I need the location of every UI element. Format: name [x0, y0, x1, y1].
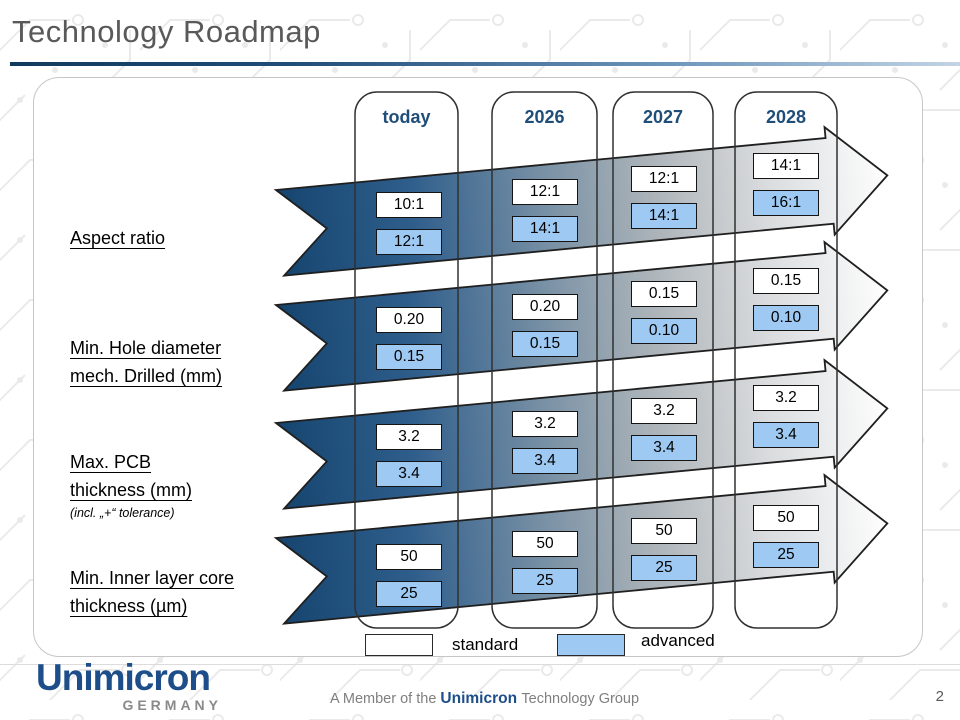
column-outline-2026 [491, 91, 598, 629]
value-box-standard-row4-col4: 50 [753, 505, 819, 531]
value-box-advanced-row2-col2: 0.15 [512, 331, 578, 357]
value-box-advanced-row2-col4: 0.10 [753, 305, 819, 331]
value-box-advanced-row4-col3: 25 [631, 555, 697, 581]
value-box-advanced-row1-col2: 14:1 [512, 216, 578, 242]
value-box-standard-row1-col4: 14:1 [753, 153, 819, 179]
value-box-advanced-row2-col1: 0.15 [376, 344, 442, 370]
value-box-advanced-row1-col4: 16:1 [753, 190, 819, 216]
column-header-2028: 2028 [765, 106, 807, 127]
member-prefix: A Member of the [330, 691, 437, 707]
row-label-aspect-ratio: Aspect ratio [70, 224, 165, 252]
value-box-standard-row1-col2: 12:1 [512, 179, 578, 205]
column-header-2027: 2027 [642, 106, 684, 127]
value-box-advanced-row4-col1: 25 [376, 581, 442, 607]
value-box-advanced-row1-col3: 14:1 [631, 203, 697, 229]
page-number: 2 [935, 688, 944, 705]
value-box-advanced-row3-col3: 3.4 [631, 435, 697, 461]
legend-advanced-swatch [557, 634, 625, 656]
row-label-line: Min. Inner layer core [70, 568, 235, 588]
value-box-standard-row3-col4: 3.2 [753, 385, 819, 411]
legend-advanced-label: advanced [641, 631, 715, 650]
value-box-advanced-row3-col2: 3.4 [512, 448, 578, 474]
row-label-line: Aspect ratio [70, 228, 166, 248]
value-box-advanced-row3-col1: 3.4 [376, 461, 442, 487]
logo-wordmark: Unimicron [36, 657, 211, 698]
column-outline-2027 [612, 91, 714, 629]
row-label-line: mech. Drilled (mm) [70, 366, 223, 386]
row-label-hole-diameter: Min. Hole diameter mech. Drilled (mm) [70, 334, 222, 390]
value-box-advanced-row1-col1: 12:1 [376, 229, 442, 255]
row-label-line: thickness (µm) [70, 596, 188, 616]
column-header-today: today [382, 106, 431, 127]
value-box-standard-row4-col3: 50 [631, 518, 697, 544]
value-box-standard-row2-col2: 0.20 [512, 294, 578, 320]
legend-standard-swatch [365, 634, 433, 656]
row-label-line: thickness (mm) [70, 480, 193, 500]
column-outline-2028 [734, 91, 838, 629]
row-label-core-thickness: Min. Inner layer core thickness (µm) [70, 564, 234, 620]
value-box-advanced-row2-col3: 0.10 [631, 318, 697, 344]
value-box-standard-row3-col2: 3.2 [512, 411, 578, 437]
value-box-standard-row2-col1: 0.20 [376, 307, 442, 333]
row-label-pcb-thickness: Max. PCB thickness (mm) (incl. „+“ toler… [70, 448, 192, 522]
value-box-advanced-row4-col4: 25 [753, 542, 819, 568]
row-label-line: Max. PCB [70, 452, 152, 472]
member-line: A Member of the Unimicron Technology Gro… [330, 690, 639, 708]
value-box-standard-row3-col3: 3.2 [631, 398, 697, 424]
row-label-line: Min. Hole diameter [70, 338, 222, 358]
row-label-note: (incl. „+“ tolerance) [70, 506, 175, 520]
value-box-advanced-row3-col4: 3.4 [753, 422, 819, 448]
logo-country: GERMANY [122, 697, 222, 713]
value-box-standard-row3-col1: 3.2 [376, 424, 442, 450]
value-box-standard-row4-col2: 50 [512, 531, 578, 557]
value-box-standard-row2-col4: 0.15 [753, 268, 819, 294]
member-brand: Unimicron [440, 690, 522, 707]
column-outline-today [354, 91, 459, 629]
column-header-2026: 2026 [524, 106, 565, 127]
value-box-standard-row1-col1: 10:1 [376, 192, 442, 218]
value-box-advanced-row4-col2: 25 [512, 568, 578, 594]
title-accent-rule [10, 62, 960, 66]
slide-title: Technology Roadmap [12, 14, 321, 49]
value-box-standard-row1-col3: 12:1 [631, 166, 697, 192]
footer-divider [0, 664, 960, 665]
member-suffix: Technology Group [521, 691, 640, 707]
legend-standard-label: standard [452, 635, 519, 654]
value-box-standard-row4-col1: 50 [376, 544, 442, 570]
unimicron-germany-logo: Unimicron GERMANY [36, 659, 222, 712]
value-box-standard-row2-col3: 0.15 [631, 281, 697, 307]
